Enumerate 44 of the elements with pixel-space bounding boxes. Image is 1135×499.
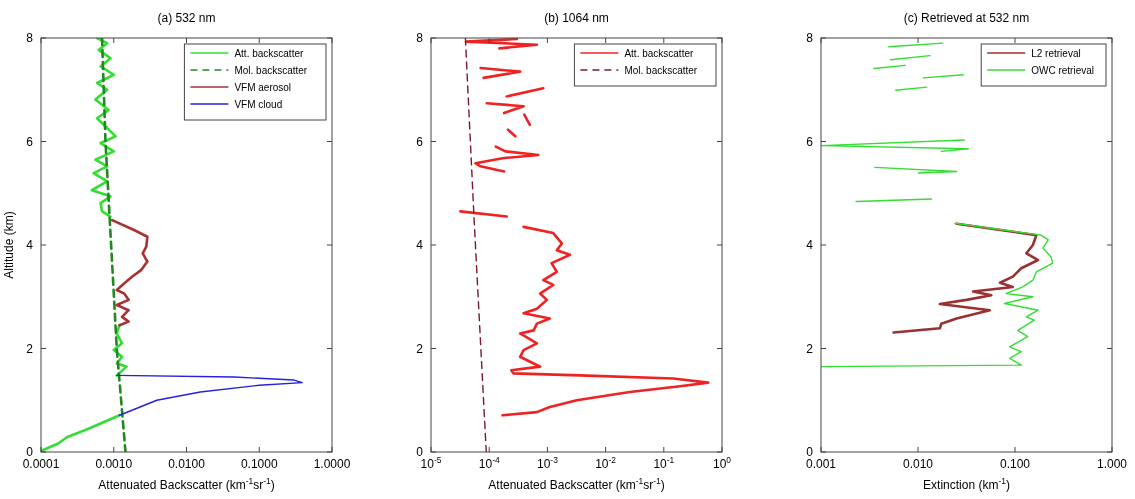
x-tick-label: 10$^{0}$: [712, 455, 732, 471]
y-tick-label: 4: [806, 238, 814, 253]
chart-title: (a) 532 nm: [157, 11, 216, 25]
y-tick-label: 2: [26, 341, 34, 356]
y-tick-label: 8: [26, 31, 34, 46]
legend-label: Att. backscatter: [624, 48, 694, 59]
legend-label: VFM cloud: [234, 99, 283, 110]
x-tick-label: 1.000: [1096, 457, 1128, 471]
y-tick-label: 2: [416, 341, 424, 356]
legend-label: VFM aerosol: [234, 82, 292, 93]
legend-label: L2 retrieval: [1031, 48, 1081, 59]
x-tick-label: 0.010: [902, 457, 934, 471]
y-tick-label: 6: [26, 134, 34, 149]
x-tick-label: 10$^{-2}$: [595, 455, 617, 471]
x-tick-label: 0.0010: [95, 457, 133, 471]
x-tick-label: 0.0100: [168, 457, 206, 471]
x-tick-label: 0.001: [805, 457, 837, 471]
y-tick-label: 8: [806, 31, 814, 46]
y-tick-label: 6: [416, 134, 424, 149]
x-tick-label: 0.100: [999, 457, 1031, 471]
x-tick-label: 10$^{-4}$: [478, 455, 500, 471]
chart-title: (c) Retrieved at 532 nm: [903, 11, 1030, 25]
y-tick-label: 4: [26, 238, 34, 253]
y-tick-label: 6: [806, 134, 814, 149]
x-tick-label: 10$^{-1}$: [653, 455, 675, 471]
x-axis-title: Extinction (km$^{-1}$): [923, 476, 1010, 492]
x-tick-label: 10$^{-3}$: [536, 455, 559, 471]
y-tick-label: 0: [26, 445, 34, 460]
x-axis-title: Attenuated Backscatter (km$^{-1}$sr$^{-1}$): [98, 476, 275, 492]
y-tick-label: 4: [416, 238, 424, 253]
x-tick-label: 0.0001: [22, 457, 60, 471]
legend-label: Att. backscatter: [234, 48, 304, 59]
y-tick-label: 2: [806, 341, 814, 356]
legend-label: Mol. backscatter: [234, 65, 308, 76]
chart-title: (b) 1064 nm: [544, 11, 609, 25]
y-tick-label: 0: [806, 445, 814, 460]
x-tick-label: 0.1000: [240, 457, 278, 471]
x-tick-label: 1.0000: [313, 457, 351, 471]
legend-label: Mol. backscatter: [624, 65, 698, 76]
x-axis-title: Attenuated Backscatter (km$^{-1}$sr$^{-1}$): [488, 476, 665, 492]
y-axis-title: Altitude (km): [2, 211, 16, 279]
legend-label: OWC retrieval: [1031, 65, 1094, 76]
y-tick-label: 8: [416, 31, 424, 46]
line-series: [100, 38, 127, 452]
